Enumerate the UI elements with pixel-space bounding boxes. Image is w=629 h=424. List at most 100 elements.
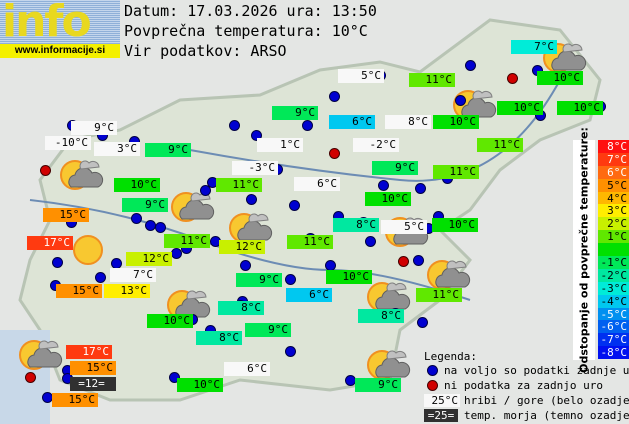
station-temperature: -2°C bbox=[353, 138, 399, 152]
scale-title: Odstopanje od povprečne temperature: bbox=[573, 127, 595, 373]
scale-step: -6°C bbox=[598, 320, 629, 334]
logo[interactable]: info www.informacije.si bbox=[0, 0, 120, 58]
station-temperature: 8°C bbox=[333, 218, 379, 232]
station-temperature: 11°C bbox=[477, 138, 523, 152]
station-dot-missing[interactable] bbox=[507, 73, 518, 84]
station-dot-available[interactable] bbox=[455, 95, 466, 106]
sun-cloud-icon bbox=[367, 282, 411, 312]
station-dot-available[interactable] bbox=[465, 60, 476, 71]
scale-step: 3°C bbox=[598, 204, 629, 218]
legend-mountain-sample: 25°C bbox=[424, 394, 460, 407]
station-temperature: 8°C bbox=[358, 309, 404, 323]
station-dot-available[interactable] bbox=[169, 372, 180, 383]
station-temperature: 9°C bbox=[355, 378, 401, 392]
sun-cloud-icon bbox=[367, 350, 411, 380]
station-dot-available[interactable] bbox=[200, 185, 211, 196]
station-temperature: 12°C bbox=[126, 252, 172, 266]
station-dot-missing[interactable] bbox=[398, 256, 409, 267]
station-temperature: 10°C bbox=[147, 314, 193, 328]
station-temperature: 8°C bbox=[218, 301, 264, 315]
river bbox=[29, 199, 471, 301]
station-temperature: 15°C bbox=[52, 393, 98, 407]
red-dot-icon bbox=[427, 380, 438, 391]
station-dot-available[interactable] bbox=[95, 272, 106, 283]
station-dot-available[interactable] bbox=[246, 194, 257, 205]
scale-step bbox=[598, 243, 629, 257]
station-temperature: 1°C bbox=[257, 138, 303, 152]
station-temperature: 5°C bbox=[338, 69, 384, 83]
sun-cloud-icon bbox=[167, 290, 211, 320]
station-temperature: =12= bbox=[70, 377, 116, 391]
station-temperature: 6°C bbox=[294, 177, 340, 191]
scale-step: -8°C bbox=[598, 346, 629, 360]
scale-step: 4°C bbox=[598, 191, 629, 205]
scale-step: -7°C bbox=[598, 333, 629, 347]
blue-dot-icon bbox=[427, 365, 438, 376]
station-dot-available[interactable] bbox=[415, 183, 426, 194]
station-temperature: 6°C bbox=[329, 115, 375, 129]
scale-step: -3°C bbox=[598, 281, 629, 295]
sun-cloud-icon bbox=[427, 260, 471, 290]
station-temperature: 10°C bbox=[365, 192, 411, 206]
station-dot-available[interactable] bbox=[413, 255, 424, 266]
station-temperature: 12°C bbox=[219, 240, 265, 254]
station-dot-missing[interactable] bbox=[40, 165, 51, 176]
station-temperature: 11°C bbox=[287, 235, 333, 249]
data-source: Vir podatkov: ARSO bbox=[124, 42, 287, 60]
station-temperature: 10°C bbox=[432, 218, 478, 232]
station-dot-available[interactable] bbox=[285, 346, 296, 357]
legend-sea-sample: =25= bbox=[424, 409, 458, 422]
station-temperature: -3°C bbox=[232, 161, 278, 175]
station-temperature: 7°C bbox=[511, 40, 557, 54]
station-dot-available[interactable] bbox=[417, 317, 428, 328]
station-dot-available[interactable] bbox=[240, 260, 251, 271]
station-dot-available[interactable] bbox=[155, 222, 166, 233]
station-dot-available[interactable] bbox=[365, 236, 376, 247]
station-dot-missing[interactable] bbox=[329, 148, 340, 159]
station-temperature: 8°C bbox=[196, 331, 242, 345]
sun-cloud-icon bbox=[229, 213, 273, 243]
legend-red: ni podatka za zadnjo uro bbox=[444, 379, 603, 392]
station-temperature: 17°C bbox=[66, 345, 112, 359]
station-temperature: 9°C bbox=[236, 273, 282, 287]
sun-cloud-icon bbox=[19, 340, 63, 370]
station-temperature: 11°C bbox=[164, 234, 210, 248]
station-temperature: 3°C bbox=[94, 142, 140, 156]
station-dot-available[interactable] bbox=[329, 91, 340, 102]
station-temperature: 8°C bbox=[385, 115, 431, 129]
station-temperature: 15°C bbox=[70, 361, 116, 375]
station-dot-available[interactable] bbox=[289, 200, 300, 211]
station-temperature: 11°C bbox=[433, 165, 479, 179]
station-temperature: 9°C bbox=[145, 143, 191, 157]
station-temperature: 6°C bbox=[224, 362, 270, 376]
station-dot-available[interactable] bbox=[229, 120, 240, 131]
station-dot-available[interactable] bbox=[251, 130, 262, 141]
legend-title: Legenda: bbox=[424, 350, 477, 363]
station-temperature: 15°C bbox=[43, 208, 89, 222]
legend-sea: temp. morja (temno ozadje) bbox=[464, 409, 629, 422]
scale-step: 6°C bbox=[598, 165, 629, 179]
station-temperature: 11°C bbox=[416, 288, 462, 302]
legend-blue: na voljo so podatki zadnje ure bbox=[444, 364, 629, 377]
station-dot-available[interactable] bbox=[52, 257, 63, 268]
station-temperature: 11°C bbox=[216, 178, 262, 192]
station-dot-available[interactable] bbox=[131, 213, 142, 224]
station-temperature: 6°C bbox=[286, 288, 332, 302]
sun-cloud-icon bbox=[60, 160, 104, 190]
scale-step: 5°C bbox=[598, 178, 629, 192]
station-dot-available[interactable] bbox=[285, 274, 296, 285]
station-temperature: 11°C bbox=[409, 73, 455, 87]
station-temperature: 13°C bbox=[104, 284, 150, 298]
station-dot-missing[interactable] bbox=[25, 372, 36, 383]
station-temperature: 9°C bbox=[122, 198, 168, 212]
station-temperature: 10°C bbox=[114, 178, 160, 192]
station-temperature: 10°C bbox=[177, 378, 223, 392]
station-temperature: 5°C bbox=[381, 220, 427, 234]
station-temperature: 7°C bbox=[110, 268, 156, 282]
station-dot-available[interactable] bbox=[378, 180, 389, 191]
station-temperature: -10°C bbox=[45, 136, 91, 150]
station-temperature: 10°C bbox=[433, 115, 479, 129]
station-dot-available[interactable] bbox=[302, 120, 313, 131]
station-temperature: 10°C bbox=[537, 71, 583, 85]
logo-url[interactable]: www.informacije.si bbox=[0, 44, 120, 58]
